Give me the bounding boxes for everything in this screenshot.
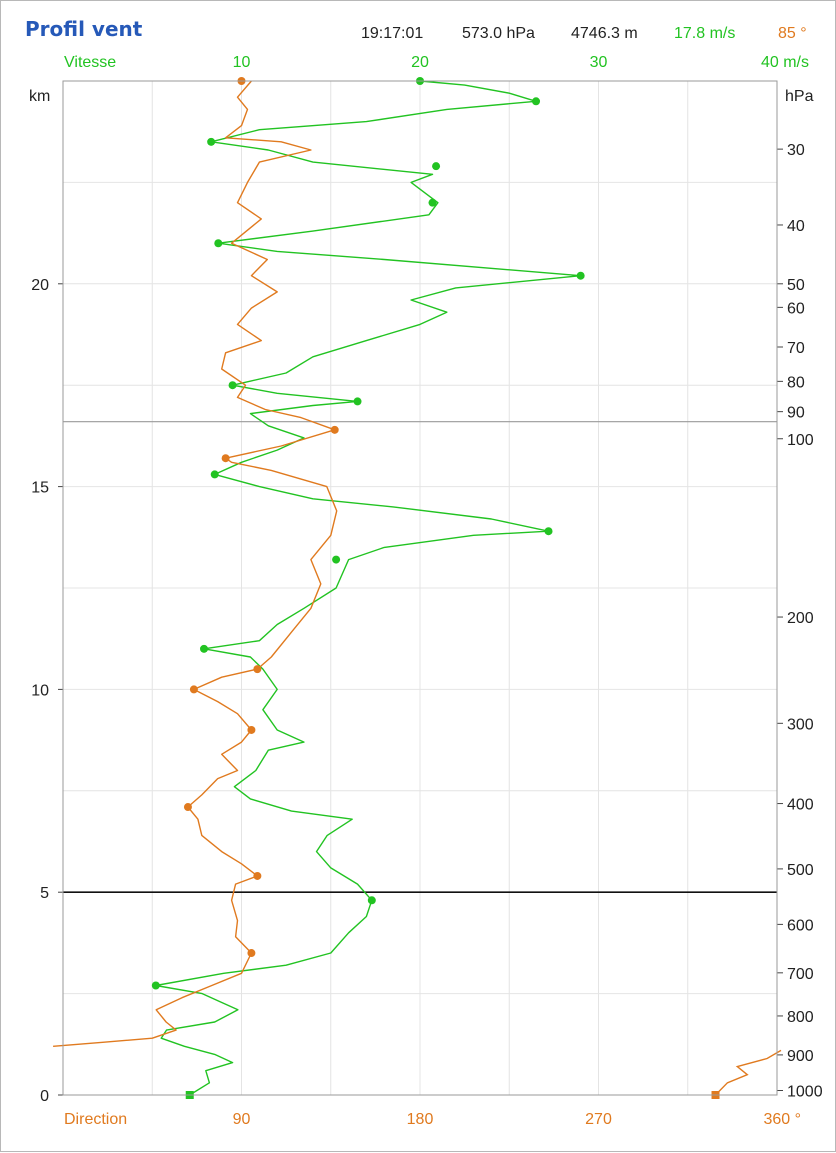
altitude-tick-label: 15: [31, 480, 49, 497]
header-time: 19:17:01: [361, 25, 423, 42]
speed-marker: [151, 981, 160, 990]
speed-axis-label: Vitesse: [64, 54, 116, 71]
speed-series-line: [155, 80, 582, 1096]
direction-marker: [247, 725, 256, 734]
direction-marker: [189, 685, 198, 694]
altitude-tick-label: 0: [40, 1088, 49, 1105]
speed-marker: [367, 896, 376, 905]
direction-axis-label: Direction: [64, 1111, 127, 1128]
direction-tick-label: 180: [407, 1111, 434, 1128]
speed-tick-label: 40 m/s: [761, 54, 809, 71]
pressure-tick-label: 1000: [787, 1084, 823, 1101]
speed-marker: [332, 555, 341, 564]
speed-marker: [576, 271, 585, 280]
speed-marker: [544, 527, 553, 536]
speed-tick-label: 10: [233, 54, 251, 71]
plot-area-border: [62, 80, 778, 1096]
pressure-tick-label: 70: [787, 340, 805, 357]
header-altitude: 4746.3 m: [571, 25, 638, 42]
speed-marker: [532, 97, 541, 106]
pressure-tick-label: 500: [787, 862, 814, 879]
pressure-tick-label: 60: [787, 300, 805, 317]
direction-series-line: [53, 80, 338, 1047]
speed-marker: [207, 137, 216, 146]
direction-marker: [330, 425, 339, 434]
direction-tick-label: 90: [233, 1111, 251, 1128]
pressure-tick-label: 40: [787, 218, 805, 235]
pressure-tick-label: 90: [787, 405, 805, 422]
direction-marker: [183, 803, 192, 812]
speed-tick-label: 20: [411, 54, 429, 71]
altitude-tick-label: 20: [31, 277, 49, 294]
pressure-axis-label: hPa: [785, 88, 814, 105]
pressure-tick-label: 200: [787, 610, 814, 627]
direction-tick-label: 360 °: [763, 1111, 801, 1128]
pressure-tick-label: 400: [787, 797, 814, 814]
pressure-tick-label: 100: [787, 432, 814, 449]
header-direction: 85 °: [778, 25, 807, 42]
speed-marker: [432, 162, 441, 171]
direction-marker: [221, 454, 230, 463]
altitude-axis-label: km: [29, 88, 50, 105]
pressure-tick-label: 300: [787, 716, 814, 733]
direction-tick-label: 270: [585, 1111, 612, 1128]
speed-marker: [214, 239, 223, 248]
pressure-tick-label: 80: [787, 374, 805, 391]
speed-marker: [200, 644, 209, 653]
direction-series-wrap-line: [714, 1049, 782, 1096]
speed-marker: [353, 397, 362, 406]
pressure-tick-label: 50: [787, 277, 805, 294]
chart-title: Profil vent: [25, 17, 143, 41]
header-speed: 17.8 m/s: [674, 25, 735, 42]
speed-tick-label: 30: [590, 54, 608, 71]
direction-marker: [253, 665, 262, 674]
altitude-tick-label: 5: [40, 885, 49, 902]
direction-marker: [253, 871, 262, 880]
pressure-tick-label: 600: [787, 917, 814, 934]
speed-marker: [228, 381, 237, 390]
header-pressure: 573.0 hPa: [462, 25, 535, 42]
pressure-tick-label: 700: [787, 966, 814, 983]
pressure-tick-label: 900: [787, 1048, 814, 1065]
speed-marker: [210, 470, 219, 479]
pressure-tick-label: 800: [787, 1009, 814, 1026]
pressure-tick-label: 30: [787, 142, 805, 159]
altitude-tick-label: 10: [31, 682, 49, 699]
direction-marker: [247, 949, 256, 958]
speed-marker: [428, 198, 437, 207]
